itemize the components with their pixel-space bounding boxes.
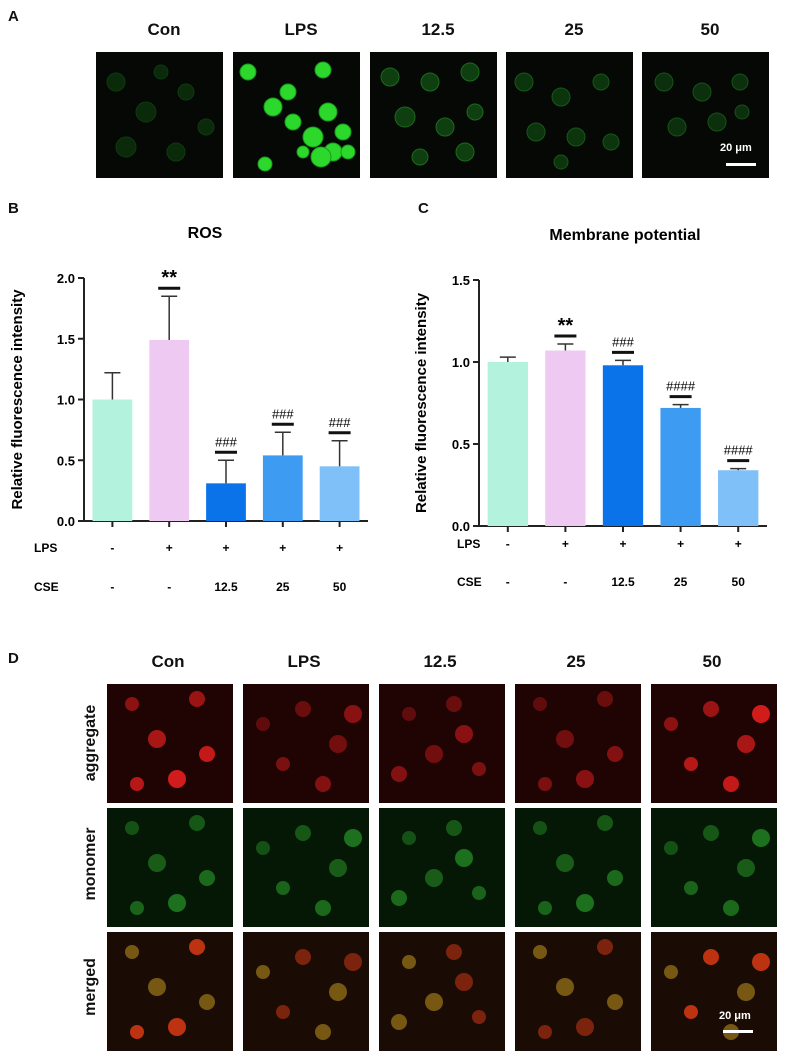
bar-25 (660, 407, 701, 526)
panel-a-image-con (96, 52, 223, 178)
lps-row-value: + (222, 541, 229, 555)
panel-b-letter: B (8, 200, 19, 217)
lps-row-label: LPS (34, 541, 57, 555)
y-axis-label: Relative fluorescence intensity (413, 292, 430, 513)
panel-d-letter: D (8, 650, 19, 667)
significance-label: ** (161, 267, 177, 289)
cse-row-value: 25 (276, 580, 290, 594)
panel-d-image-monomer-25 (515, 808, 641, 927)
panel-a-scale-bar-label: 20 μm (720, 142, 752, 154)
panel-d-col-con: Con (151, 652, 185, 671)
y-tick-label: 1.5 (57, 332, 75, 347)
panel-d-image-monomer-con (107, 808, 233, 927)
panel-a-col-con: Con (147, 20, 181, 39)
panel-d-image-merged-con (107, 932, 233, 1051)
panel-a-col-lps: LPS (284, 20, 318, 39)
panel-a-col-50: 50 (700, 20, 720, 39)
bar-lps (545, 350, 586, 526)
panel-d-col-12-5: 12.5 (423, 652, 457, 671)
panel-d-image-aggregate-12-5 (379, 684, 505, 803)
panel-d-image-monomer-12-5 (379, 808, 505, 927)
bar-25 (262, 455, 303, 521)
panel-d-image-monomer-lps (243, 808, 369, 927)
lps-row-value: + (735, 537, 742, 551)
cse-row-value: 50 (333, 580, 347, 594)
panel-a-image-25 (506, 52, 633, 178)
bar-con (92, 399, 133, 521)
panel-d-image-aggregate-50 (651, 684, 777, 803)
panel-d-image-merged-25 (515, 932, 641, 1051)
bar-con (487, 362, 528, 526)
panel-d-image-aggregate-lps (243, 684, 369, 803)
lps-row-value: - (110, 541, 114, 555)
bar-12-5 (206, 483, 246, 521)
panel-d-image-merged-12-5 (379, 932, 505, 1051)
panel-a-image-lps (233, 52, 360, 178)
panel-a-col-25: 25 (564, 20, 584, 39)
panel-d-row-monomer: monomer (82, 827, 99, 901)
significance-label: ### (272, 406, 294, 421)
panel-d-image-merged-50: 20 μm (651, 932, 777, 1051)
chart-membrane-potential: Membrane potential Relative fluorescence … (413, 227, 767, 589)
panel-d-image-monomer-50 (651, 808, 777, 927)
significance-label: #### (724, 443, 754, 458)
bar-12-5 (602, 365, 644, 526)
y-axis-label: Relative fluorescence intensity (9, 289, 26, 510)
chart-title: ROS (188, 225, 223, 242)
lps-row-label: LPS (457, 537, 480, 551)
lps-row-value: + (336, 541, 343, 555)
y-tick-label: 1.0 (57, 393, 75, 408)
lps-row-value: + (677, 537, 684, 551)
y-tick-label: 1.0 (452, 355, 470, 370)
panel-d-scale-bar (723, 1030, 753, 1033)
cse-row-value: 12.5 (214, 580, 238, 594)
panel-d-image-aggregate-25 (515, 684, 641, 803)
panel-d-scale-bar-label: 20 μm (719, 1010, 751, 1022)
cse-row-label: CSE (34, 580, 59, 594)
significance-label: ### (215, 434, 237, 449)
cse-row-value: 12.5 (611, 575, 635, 589)
y-tick-label: 0.5 (452, 437, 470, 452)
cse-row-value: - (563, 575, 567, 589)
significance-label: ### (329, 415, 351, 430)
panel-d-row-merged: merged (82, 958, 99, 1016)
cse-row-value: 25 (674, 575, 688, 589)
y-tick-label: 0.0 (57, 514, 75, 529)
panel-d-col-50: 50 (702, 652, 722, 671)
significance-label: ** (558, 315, 574, 337)
bar-50 (319, 466, 360, 521)
panel-a-col-12-5: 12.5 (421, 20, 455, 39)
panel-d-image-merged-lps (243, 932, 369, 1051)
y-tick-label: 0.5 (57, 453, 75, 468)
cse-row-value: - (506, 575, 510, 589)
panel-a-scale-bar (726, 163, 756, 166)
significance-label: #### (666, 379, 696, 394)
bar-50 (718, 470, 759, 526)
y-tick-label: 0.0 (452, 519, 470, 534)
chart-ros: ROS Relative fluorescence intensity 0.0 0.5… (9, 225, 368, 594)
panel-d-col-lps: LPS (287, 652, 321, 671)
cse-row-value: 50 (732, 575, 746, 589)
y-tick-label: 1.5 (452, 273, 470, 288)
lps-row-value: - (506, 537, 510, 551)
significance-label: ### (612, 334, 634, 349)
panel-d-col-25: 25 (566, 652, 586, 671)
bar-lps (149, 339, 190, 521)
lps-row-value: + (166, 541, 173, 555)
cse-row-value: - (167, 580, 171, 594)
chart-title: Membrane potential (549, 227, 700, 244)
panel-d-image-aggregate-con (107, 684, 233, 803)
lps-row-value: + (619, 537, 626, 551)
panel-c-letter: C (418, 200, 429, 217)
cse-row-label: CSE (457, 575, 482, 589)
y-tick-label: 2.0 (57, 271, 75, 286)
panel-a-image-50: 20 μm (642, 52, 769, 178)
panel-a-letter: A (8, 8, 19, 25)
lps-row-value: + (562, 537, 569, 551)
panel-d-row-aggregate: aggregate (82, 704, 99, 782)
lps-row-value: + (279, 541, 286, 555)
cse-row-value: - (110, 580, 114, 594)
panel-a-image-12-5 (370, 52, 497, 178)
